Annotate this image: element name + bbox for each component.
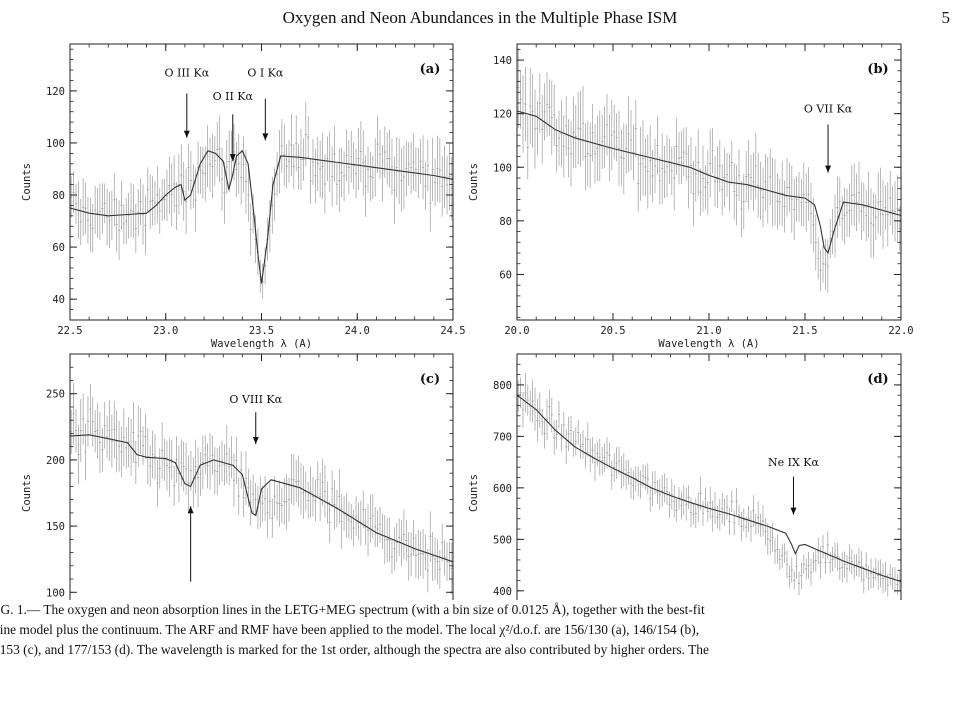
y-axis-label: Counts [21,474,33,512]
arrow-head [229,154,236,162]
x-tick-label: 20.5 [600,325,625,337]
y-tick-label: 800 [493,380,512,392]
data-points [70,382,453,594]
x-tick-label: 22.5 [57,325,82,337]
y-tick-label: 80 [499,216,512,228]
chart-panel-c: 18.018.519.019.520.0100150200250Waveleng… [21,353,454,600]
arrow-head [187,506,194,514]
y-tick-label: 40 [52,294,65,306]
data-points [517,47,901,293]
model-line [516,110,902,255]
y-tick-label: 700 [493,431,512,443]
x-tick-label: 20.0 [504,325,529,337]
y-tick-label: 120 [46,86,65,98]
y-axis-label: Counts [21,163,33,201]
caption-line: line model plus the continuum. The ARF a… [0,622,700,637]
y-tick-label: 500 [493,534,512,546]
panel-label: (a) [420,62,441,77]
y-tick-label: 60 [52,242,65,254]
y-tick-label: 60 [499,269,512,281]
line-annotation: O I Kα [247,67,284,80]
panel-label: (b) [867,62,888,77]
y-tick-label: 100 [493,162,512,174]
y-axis-label: Counts [468,474,480,512]
plot-frame [516,353,902,600]
y-tick-label: 100 [46,138,65,150]
x-tick-label: 23.0 [153,325,178,337]
x-tick-label: 22.0 [888,325,913,337]
arrow-head [825,165,832,173]
page-title: Oxygen and Neon Abundances in the Multip… [282,8,678,27]
model-line [516,394,902,583]
arrow-head [183,130,190,138]
x-axis-label: Wavelength λ (A) [211,338,312,350]
data-points [517,373,901,597]
chart-panel-a: 22.5 23.0 23.5 24.0 24.5 40 60 80 100 120 Waveleng… [21,43,466,350]
x-tick-label: 24.5 [440,325,465,337]
y-tick-label: 400 [493,586,512,598]
x-tick-label: 21.0 [696,325,721,337]
plot-frame [69,353,454,600]
plot-frame [516,43,902,321]
caption-line: IG. 1.— The oxygen and neon absorption l… [0,602,705,617]
line-annotation: O II Kα [213,90,254,103]
y-tick-label: 600 [493,483,512,495]
y-tick-label: 140 [493,55,512,67]
data-points [70,102,453,300]
y-tick-label: 120 [493,109,512,121]
model-line [69,149,454,284]
arrow-head [790,507,797,515]
line-annotation: O VII Kα [804,102,853,115]
figure: 22.5 23.0 23.5 24.0 24.5 40 60 80 100 120 Waveleng… [21,43,914,600]
arrow-head [252,437,259,445]
chart-panel-d: 12.012.513.013.514.0400500600700800Wavel… [468,353,902,600]
chart-panel-b: 20.0 20.5 21.0 21.5 22.0 60 80 100 120 140 Wavelen… [468,43,914,350]
x-axis-label: Wavelength λ (A) [658,338,759,350]
arrow-head [262,133,269,141]
plot-frame [69,43,454,321]
line-annotation: Ne IX Kα [768,456,820,469]
x-tick-label: 23.5 [249,325,274,337]
panel-label: (d) [867,372,888,387]
figure-caption: IG. 1.— The oxygen and neon absorption l… [0,600,960,660]
model-line [69,434,454,563]
y-axis-label: Counts [468,163,480,201]
caption-line: /153 (c), and 177/153 (d). The wavelengt… [0,642,709,657]
y-tick-label: 250 [46,389,65,401]
x-tick-label: 24.0 [345,325,370,337]
y-tick-label: 100 [46,587,65,599]
panel-label: (c) [420,372,440,387]
y-tick-label: 200 [46,455,65,467]
x-tick-label: 21.5 [792,325,817,337]
page-header: Oxygen and Neon Abundances in the Multip… [0,4,960,32]
line-annotation: O VIII Kα [229,393,282,406]
y-tick-label: 80 [52,190,65,202]
y-tick-label: 150 [46,521,65,533]
line-annotation: O III Kα [164,67,209,80]
page-number: 5 [941,8,951,27]
